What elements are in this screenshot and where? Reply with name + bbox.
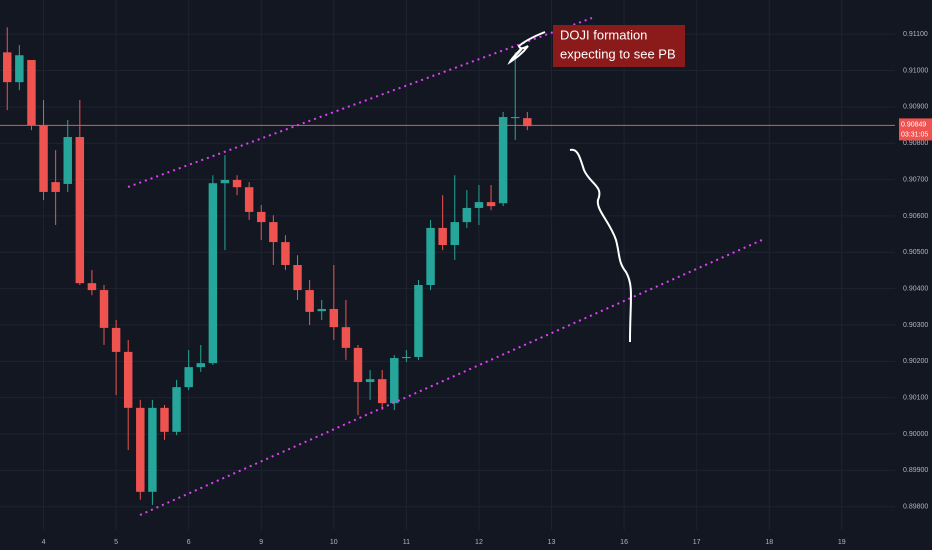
candle-body (438, 227, 447, 246)
last-price-label: 0.90849 (901, 121, 926, 128)
x-tick-label: 16 (620, 539, 628, 546)
candle-body (474, 202, 484, 208)
y-tick-label: 0.90300 (903, 322, 928, 329)
candle-body (377, 379, 387, 404)
candle-body (353, 347, 363, 383)
candle-body (305, 290, 314, 312)
candle-body (27, 59, 36, 126)
x-tick-label: 9 (259, 539, 263, 546)
candle-body (184, 367, 193, 388)
y-tick-label: 0.89900 (903, 467, 928, 474)
candle-body (510, 117, 520, 119)
candle-body (15, 55, 24, 83)
candle-body (402, 356, 411, 359)
candle-body (426, 227, 435, 285)
candle-body (390, 358, 399, 404)
x-tick-label: 13 (548, 539, 556, 546)
y-tick-label: 0.90900 (903, 104, 928, 111)
y-tick-label: 0.91000 (903, 67, 928, 74)
candle-body (39, 125, 48, 192)
x-tick-label: 4 (42, 539, 46, 546)
candle-body (3, 52, 12, 83)
candle-body (450, 222, 459, 246)
y-tick-label: 0.90100 (903, 395, 928, 402)
candle-body (196, 363, 206, 368)
candles (3, 27, 532, 505)
candle-body (329, 308, 339, 328)
candle-body (51, 182, 60, 192)
x-tick-label: 19 (838, 539, 846, 546)
y-tick-label: 0.90800 (903, 140, 928, 147)
candle-body (317, 308, 326, 312)
y-tick-label: 0.91100 (903, 31, 928, 38)
y-tick-label: 0.90200 (903, 358, 928, 365)
candle-body (414, 284, 423, 357)
candle-body (123, 351, 133, 408)
candle-body (220, 179, 230, 184)
axes: 0.89800 0.89900 0.90000 0.90100 0.90200 0.903… (0, 31, 932, 546)
candle-body (232, 179, 242, 188)
y-tick-label: 0.90500 (903, 249, 928, 256)
candle-body (281, 242, 290, 265)
x-tick-label: 11 (403, 539, 410, 546)
upper-trend-line (127, 17, 593, 188)
x-tick-label: 5 (114, 539, 118, 546)
candle-body (111, 327, 121, 352)
candle-body (87, 283, 97, 291)
candle-body (523, 118, 532, 127)
candle-body (99, 290, 109, 328)
annotation-box (553, 25, 685, 67)
annotation-text: expecting to see PB (560, 46, 676, 61)
candle-body (365, 379, 375, 383)
pen-arrow (507, 31, 546, 65)
pen-projection (569, 148, 632, 343)
candle-body (486, 202, 496, 207)
y-tick-label: 0.90000 (903, 431, 928, 438)
candle-body (75, 137, 85, 284)
candle-body (293, 265, 302, 291)
candle-body (498, 117, 508, 204)
candle-body (148, 407, 157, 492)
y-tick-label: 0.90400 (903, 285, 928, 292)
candle-body (244, 187, 254, 212)
candle-body (172, 387, 181, 432)
candle-body (462, 207, 472, 223)
x-tick-label: 18 (765, 539, 773, 546)
annotation-text: DOJI formation (560, 27, 647, 42)
candle-body (160, 407, 169, 432)
candle-body (63, 137, 72, 184)
y-tick-label: 0.90700 (903, 176, 928, 183)
x-tick-label: 6 (187, 539, 191, 546)
last-price-box (899, 118, 932, 141)
y-tick-label: 0.89800 (903, 504, 928, 511)
x-tick-label: 12 (475, 539, 483, 546)
candle-body (208, 183, 218, 364)
candle-body (341, 327, 351, 348)
y-tick-label: 0.90600 (903, 213, 928, 220)
x-tick-label: 17 (693, 539, 701, 546)
x-tick-label: 10 (330, 539, 338, 546)
candle-body (257, 211, 266, 223)
candle-body (269, 222, 278, 243)
countdown-label: 03:31:05 (901, 131, 928, 138)
candle-body (136, 407, 145, 492)
